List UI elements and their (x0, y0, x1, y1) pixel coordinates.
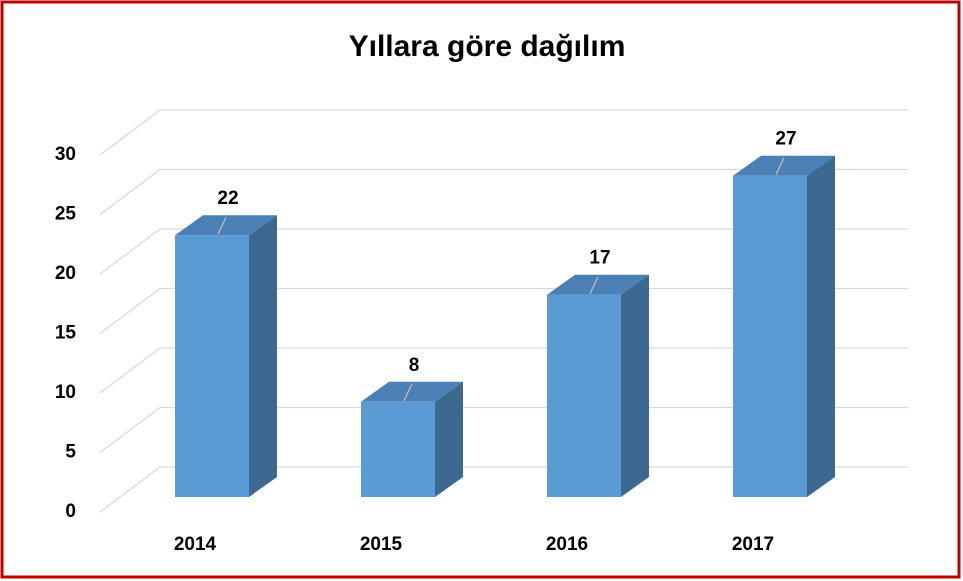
grid-line (99, 287, 908, 335)
leader-line (589, 276, 599, 294)
leader-line (775, 157, 785, 175)
bar (547, 294, 621, 497)
x-tick-label: 2014 (174, 534, 217, 555)
grid-line (99, 466, 908, 513)
grid-line (99, 406, 908, 454)
y-tick-label: 10 (55, 382, 76, 403)
bar-top (733, 155, 835, 176)
bar (361, 401, 435, 497)
value-label: 17 (589, 248, 610, 269)
bar-top (547, 274, 649, 295)
bar (175, 235, 249, 497)
y-tick-label: 20 (55, 263, 76, 284)
bar-side (435, 381, 463, 497)
grid-line (99, 347, 908, 394)
leader-line (403, 383, 413, 402)
grid-line (99, 168, 908, 216)
bar-side (249, 215, 277, 497)
grid-line (99, 228, 908, 275)
x-tick-label: 2016 (546, 534, 588, 555)
value-label: 27 (775, 129, 796, 150)
y-tick-label: 15 (55, 323, 77, 344)
grid-line (99, 109, 908, 156)
bar-top (175, 215, 277, 236)
bar-side (807, 155, 835, 497)
x-tick-label: 2017 (732, 534, 774, 555)
y-tick-label: 30 (55, 144, 76, 165)
y-tick-label: 25 (55, 204, 77, 225)
value-label: 22 (217, 188, 238, 209)
y-tick-label: 0 (65, 501, 76, 522)
chart-title: Yıllara göre dağılım (349, 30, 626, 63)
x-tick-label: 2015 (360, 534, 403, 555)
bar-side (621, 274, 649, 497)
y-tick-label: 5 (65, 442, 76, 463)
bar-top (361, 381, 463, 402)
value-label: 8 (409, 355, 420, 376)
leader-line (217, 216, 227, 235)
bar (733, 175, 807, 497)
